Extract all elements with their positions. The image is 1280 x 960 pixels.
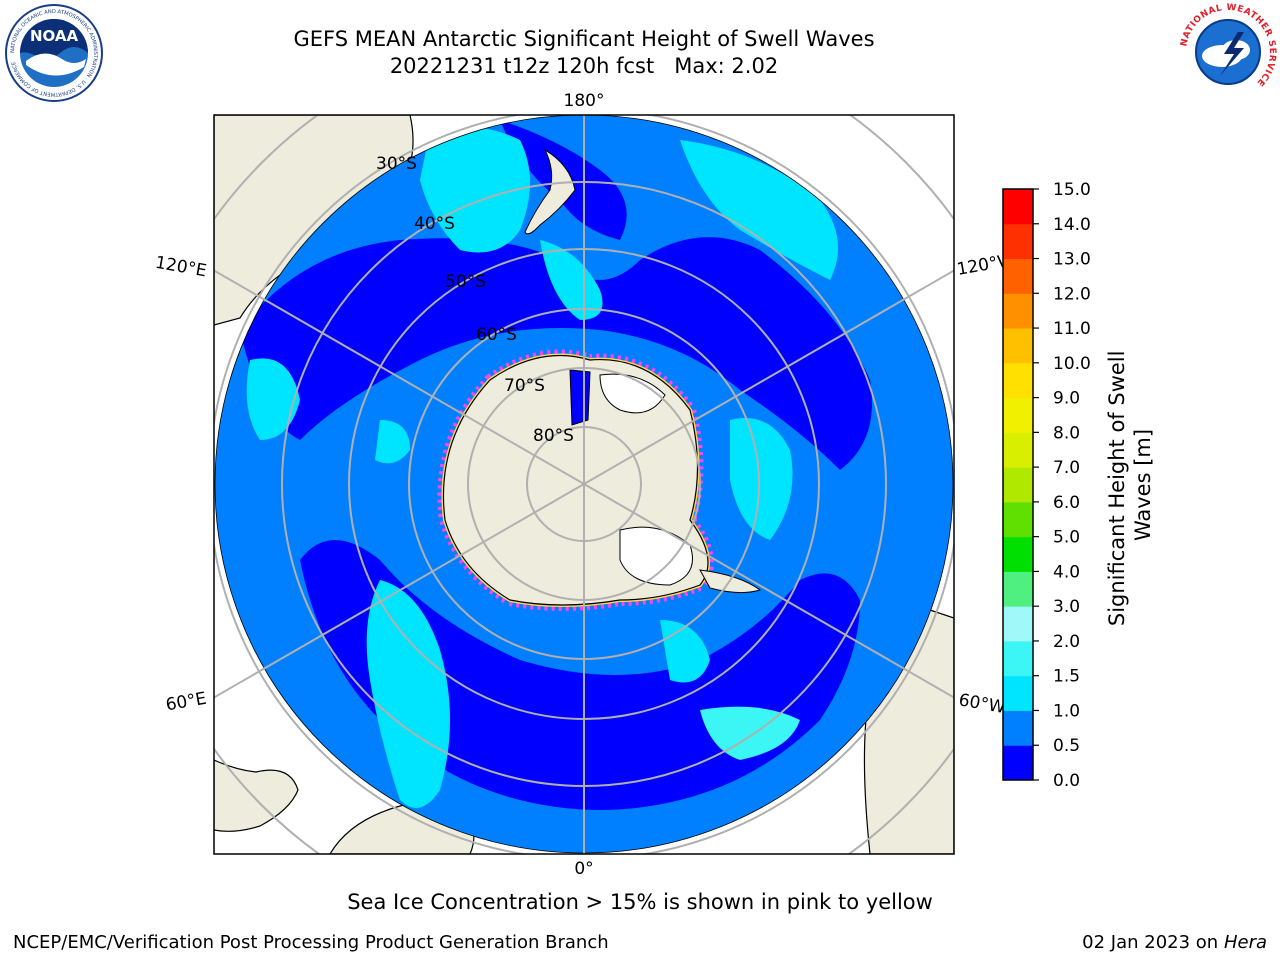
sea-ice-caption: Sea Ice Concentration > 15% is shown in … <box>347 890 933 914</box>
colorbar-tick-label: 12.0 <box>1053 284 1091 304</box>
colorbar-swatch <box>1003 501 1033 538</box>
colorbar-swatch <box>1003 606 1033 642</box>
colorbar-swatch <box>1003 745 1033 781</box>
colorbar-tick-label: 10.0 <box>1053 354 1091 374</box>
colorbar-swatch <box>1003 223 1033 260</box>
colorbar-swatch <box>1003 258 1033 294</box>
colorbar-tick-label: 1.0 <box>1053 701 1080 721</box>
colorbar-tick-label: 15.0 <box>1053 180 1091 200</box>
max-value: Max: 2.02 <box>674 54 779 78</box>
noaa-logo-text: NOAA <box>30 27 79 45</box>
colorbar-swatch <box>1003 675 1033 711</box>
colorbar-tick-label: 0.5 <box>1053 736 1080 756</box>
lon-label-60e: 60°E <box>164 689 208 716</box>
colorbar-swatches <box>1003 189 1033 781</box>
colorbar-tick-label: 9.0 <box>1053 389 1080 409</box>
colorbar: 0.0 0.5 1.0 1.5 2.0 3.0 4.0 5.0 6.0 7.0 8.0 9.0 10.0… <box>1002 180 1155 791</box>
colorbar-tick-label: 7.0 <box>1053 458 1080 478</box>
footer-timestamp: 02 Jan 2023 on Hera <box>1082 932 1267 953</box>
lon-label-0: 0° <box>574 859 593 879</box>
colorbar-swatch <box>1003 293 1033 329</box>
graticule <box>214 115 954 854</box>
map-frame <box>213 114 955 855</box>
colorbar-swatch <box>1003 710 1033 746</box>
colorbar-label-line1: Significant Height of Swell <box>1105 351 1129 627</box>
colorbar-swatch <box>1003 432 1033 468</box>
colorbar-tick-label: 3.0 <box>1053 597 1080 617</box>
lat-label-40s: 40°S <box>414 214 455 234</box>
colorbar-swatch <box>1003 397 1033 433</box>
colorbar-frame <box>1002 188 1034 781</box>
colorbar-label: Significant Height of Swell Waves [m] <box>1105 344 1155 626</box>
colorbar-tick-label: 13.0 <box>1053 250 1091 270</box>
footer-host: Hera <box>1223 932 1267 953</box>
lon-label-180: 180° <box>564 91 605 111</box>
noaa-logo: NATIONAL OCEANIC AND ATMOSPHERIC ADMINIS… <box>5 4 103 102</box>
lat-label-70s: 70°S <box>504 376 545 396</box>
colorbar-swatch <box>1003 328 1033 364</box>
colorbar-tick-label: 14.0 <box>1053 215 1091 235</box>
colorbar-label-line2: Waves [m] <box>1131 429 1155 541</box>
colorbar-swatch <box>1003 536 1033 572</box>
colorbar-ticks: 0.0 0.5 1.0 1.5 2.0 3.0 4.0 5.0 6.0 7.0 8.0 9.0 10.0… <box>1033 180 1091 791</box>
lon-label-120e: 120°E <box>154 253 208 282</box>
nws-logo: NATIONAL WEATHER SERVICE <box>1179 3 1277 100</box>
colorbar-tick-label: 1.5 <box>1053 667 1080 687</box>
lat-label-60s: 60°S <box>476 325 517 345</box>
footer-credit: NCEP/EMC/Verification Post Processing Pr… <box>13 932 609 953</box>
page-subtitle: 20221231 t12z 120h fcst Max: 2.02 <box>234 54 934 78</box>
lat-label-30s: 30°S <box>376 154 417 174</box>
colorbar-tick-label: 11.0 <box>1053 319 1091 339</box>
map-area <box>214 115 954 854</box>
lat-label-50s: 50°S <box>445 272 486 292</box>
run-info: 20221231 t12z 120h fcst <box>389 54 655 78</box>
colorbar-tick-label: 0.0 <box>1053 771 1080 791</box>
colorbar-swatch <box>1003 640 1033 677</box>
colorbar-tick-label: 6.0 <box>1053 493 1080 513</box>
colorbar-swatch <box>1003 189 1033 225</box>
page-title: GEFS MEAN Antarctic Significant Height o… <box>293 27 875 51</box>
colorbar-tick-label: 5.0 <box>1053 528 1080 548</box>
colorbar-swatch <box>1003 571 1033 607</box>
lon-label-60w: 60°W <box>957 690 1007 718</box>
colorbar-tick-label: 4.0 <box>1053 562 1080 582</box>
footer-date: 02 Jan 2023 on <box>1082 932 1219 953</box>
colorbar-tick-label: 2.0 <box>1053 632 1080 652</box>
lat-label-80s: 80°S <box>533 426 574 446</box>
colorbar-swatch <box>1003 362 1033 399</box>
colorbar-tick-label: 8.0 <box>1053 423 1080 443</box>
colorbar-swatch <box>1003 467 1033 503</box>
